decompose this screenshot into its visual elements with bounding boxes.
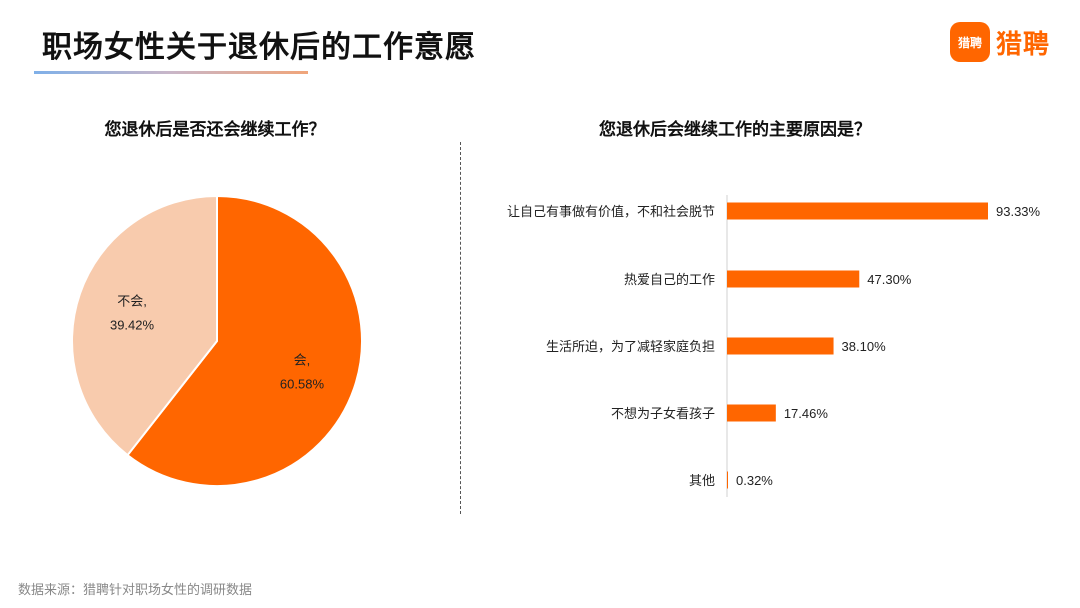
bar-1 [727,270,860,288]
bar-3 [727,404,776,422]
pie-slice-1 [71,194,218,457]
brand-logo: 猎聘 猎聘 [950,22,1050,62]
bar-value-label-1: 47.30% [867,272,912,287]
brand-name: 猎聘 [996,28,1051,59]
data-source-note: 数据来源：猎聘针对职场女性的调研数据 [18,582,253,597]
pie-slice-0 [126,194,363,487]
panel-divider [460,142,461,514]
pie-slice-value-0: 60.58% [280,376,325,391]
bar-value-label-0: 93.33% [996,204,1041,219]
bar-value-label-3: 17.46% [784,406,829,421]
bar-value-label-4: 0.32% [736,473,773,488]
title-underline [34,71,308,74]
bar-category-label-0: 让自己有事做有价值，不和社会脱节 [507,204,715,219]
pie-slice-value-1: 39.42% [110,318,155,333]
bar-0 [727,202,988,220]
page-title: 职场女性关于退休后的工作意愿 [42,31,476,64]
bar-category-label-2: 生活所迫，为了减轻家庭负担 [546,339,715,354]
bar-chart-title: 您退休后会继续工作的主要原因是？ [599,120,871,139]
brand-badge-icon: 猎聘 [950,22,990,62]
bar-4 [727,471,728,489]
pie-slice-name-0: 会, [294,352,311,367]
bar-category-label-3: 不想为子女看孩子 [611,406,715,421]
pie-slice-name-1: 不会, [117,294,147,309]
bar-category-label-4: 其他 [689,473,715,488]
bar-2 [727,337,834,355]
pie-chart: 会, 60.58% 不会, 39.42% [71,194,363,487]
bar-value-label-2: 38.10% [842,339,887,354]
pie-chart-title: 您退休后是否还会继续工作？ [104,120,326,139]
bar-category-label-1: 热爱自己的工作 [624,272,715,287]
